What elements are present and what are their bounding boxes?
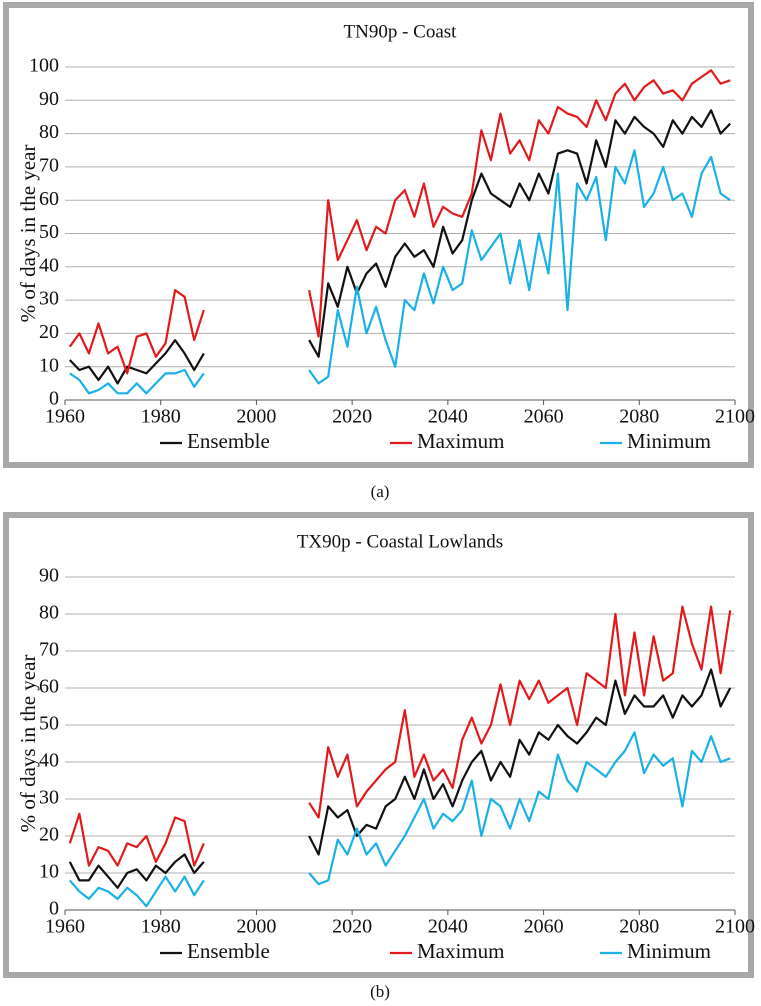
x-tick-label: 2060: [524, 916, 564, 938]
x-tick-label: 2100: [715, 406, 755, 428]
series-line: [68, 605, 732, 867]
legend-label: Ensemble: [187, 939, 270, 963]
panel-frame: [3, 2, 754, 468]
y-axis-label: % of days in the year: [16, 145, 40, 323]
y-tick-label: 20: [39, 824, 59, 846]
series-line: [69, 109, 731, 385]
y-tick-label: 90: [39, 88, 59, 110]
caption: (a): [371, 482, 390, 501]
x-tick-label: 2080: [619, 916, 659, 938]
x-tick-label: 2060: [524, 406, 564, 428]
chart-title: TX90p - Coastal Lowlands: [297, 531, 503, 552]
x-tick-label: 1960: [45, 916, 85, 938]
x-tick-label: 2080: [619, 406, 659, 428]
y-tick-label: 20: [39, 321, 59, 343]
legend-label: Maximum: [417, 939, 505, 963]
y-tick-label: 30: [39, 288, 59, 310]
series-line: [68, 668, 732, 889]
y-tick-label: 100: [29, 55, 59, 77]
y-tick-label: 40: [39, 750, 59, 772]
legend-label: Maximum: [417, 429, 505, 453]
y-tick-label: 50: [39, 713, 59, 735]
legend-label: Minimum: [627, 429, 711, 453]
x-tick-label: 2040: [428, 406, 468, 428]
y-tick-label: 70: [39, 639, 59, 661]
y-tick-label: 40: [39, 254, 59, 276]
caption: (b): [370, 982, 390, 1001]
y-tick-label: 50: [39, 221, 59, 243]
x-tick-label: 1960: [45, 406, 85, 428]
y-tick-label: 80: [39, 602, 59, 624]
y-tick-label: 10: [39, 354, 59, 376]
x-tick-label: 2040: [428, 916, 468, 938]
y-tick-label: 90: [39, 565, 59, 587]
y-tick-label: 10: [39, 861, 59, 883]
x-tick-label: 2100: [715, 916, 755, 938]
y-tick-label: 60: [39, 676, 59, 698]
x-tick-label: 2020: [332, 916, 372, 938]
panel-frame: [3, 512, 754, 978]
y-tick-label: 30: [39, 787, 59, 809]
chart-title: TN90p - Coast: [344, 21, 458, 42]
series-line: [68, 69, 731, 375]
y-tick-label: 0: [49, 898, 59, 920]
x-tick-label: 2000: [236, 916, 276, 938]
y-tick-label: 80: [39, 121, 59, 143]
y-tick-label: 0: [49, 388, 59, 410]
x-tick-label: 1980: [141, 406, 181, 428]
y-tick-label: 70: [39, 154, 59, 176]
x-tick-label: 2020: [332, 406, 372, 428]
legend-label: Ensemble: [187, 429, 270, 453]
y-tick-label: 60: [39, 188, 59, 210]
legend-label: Minimum: [627, 939, 711, 963]
x-tick-label: 1980: [141, 916, 181, 938]
y-axis-label: % of days in the year: [16, 655, 40, 833]
series-line: [69, 149, 731, 395]
series-line: [68, 731, 731, 908]
x-tick-label: 2000: [236, 406, 276, 428]
